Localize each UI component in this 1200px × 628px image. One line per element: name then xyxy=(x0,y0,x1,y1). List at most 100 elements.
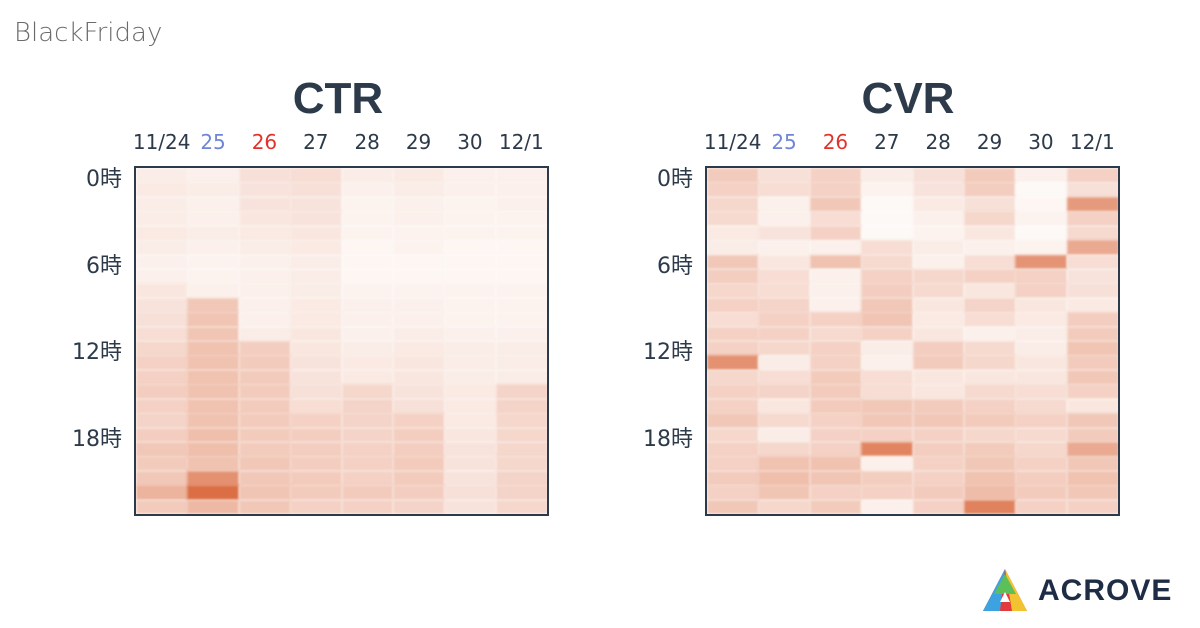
ctr-heatmap-cell xyxy=(187,297,240,313)
ctr-heatmap-cell xyxy=(341,456,394,472)
cvr-heatmap-cell xyxy=(1015,182,1068,198)
ctr-heatmap-cell xyxy=(444,182,497,198)
cvr-chart-title: CVR xyxy=(861,74,955,123)
ctr-heatmap-cell xyxy=(341,182,394,198)
ctr-heatmap-cell xyxy=(187,225,240,241)
cvr-heatmap-cell xyxy=(1015,168,1068,183)
ctr-heatmap-cell xyxy=(238,355,291,371)
ctr-heatmap-cell xyxy=(290,283,342,299)
cvr-heatmap-cell xyxy=(912,441,965,457)
ctr-heatmap-cell xyxy=(187,254,240,270)
cvr-heatmap-cell xyxy=(861,254,913,270)
cvr-heatmap-cell xyxy=(758,268,811,284)
ctr-heatmap-cell xyxy=(187,398,240,414)
cvr-heatmap-cell xyxy=(758,326,811,342)
cvr-heatmap-cell xyxy=(758,499,811,514)
ctr-heatmap-cell xyxy=(392,240,445,255)
ctr-heatmap-cell xyxy=(238,369,291,385)
ctr-heatmap-cell xyxy=(187,196,240,212)
ctr-heatmap-cell xyxy=(136,283,188,299)
ctr-heatmap-cell xyxy=(495,413,547,428)
ctr-heatmap-cell xyxy=(495,456,547,472)
cvr-hour-label: 18時 xyxy=(643,426,693,452)
ctr-hour-label: 12時 xyxy=(72,340,122,366)
ctr-heatmap-cell xyxy=(187,413,240,428)
ctr-heatmap-cell xyxy=(187,485,240,501)
ctr-heatmap-cell xyxy=(495,240,547,255)
cvr-heatmap-cell xyxy=(758,456,811,472)
ctr-day-label: 30 xyxy=(457,130,483,154)
cvr-heatmap-cell xyxy=(1066,254,1118,270)
ctr-heatmap-cell xyxy=(495,312,547,328)
cvr-heatmap-cell xyxy=(707,427,759,443)
ctr-heatmap-cell xyxy=(444,211,497,227)
cvr-heatmap-cell xyxy=(963,456,1016,472)
ctr-heatmap-cell xyxy=(238,499,291,514)
ctr-heatmap-cell xyxy=(341,240,394,255)
cvr-day-label: 29 xyxy=(976,130,1003,154)
ctr-heatmap-cell xyxy=(290,384,342,400)
ctr-heatmap-cell xyxy=(392,485,445,501)
cvr-heatmap-cell xyxy=(758,384,811,400)
ctr-heatmap-cell xyxy=(136,355,188,371)
ctr-heatmap-cell xyxy=(392,283,445,299)
cvr-heatmap-cell xyxy=(758,196,811,212)
ctr-heatmap-cell xyxy=(187,211,240,227)
cvr-heatmap-cell xyxy=(758,355,811,371)
ctr-heatmap-cell xyxy=(187,182,240,198)
cvr-heatmap-cell xyxy=(861,268,913,284)
cvr-heatmap-cell xyxy=(963,168,1016,183)
cvr-heatmap-cell xyxy=(1066,470,1118,486)
ctr-day-label: 12/1 xyxy=(498,130,544,154)
ctr-heatmap-cell xyxy=(238,441,291,457)
cvr-heatmap-cell xyxy=(912,182,965,198)
cvr-heatmap-cell xyxy=(963,341,1016,356)
cvr-heatmap-cell xyxy=(1066,499,1118,514)
cvr-heatmap-cell xyxy=(963,384,1016,400)
cvr-heatmap-cell xyxy=(861,470,913,486)
ctr-heatmap-cell xyxy=(495,211,547,227)
ctr-heatmap-grid xyxy=(134,166,549,516)
ctr-heatmap-cell xyxy=(136,312,188,328)
cvr-heatmap-cell xyxy=(1015,240,1068,255)
cvr-heatmap-cell xyxy=(963,297,1016,313)
ctr-heatmap-cell xyxy=(392,326,445,342)
ctr-heatmap-cell xyxy=(392,182,445,198)
cvr-heatmap-cell xyxy=(758,240,811,255)
ctr-heatmap-cell xyxy=(136,499,188,514)
ctr-heatmap-cell xyxy=(392,254,445,270)
ctr-heatmap-cell xyxy=(341,341,394,356)
ctr-heatmap-cell xyxy=(187,268,240,284)
cvr-heatmap-cell xyxy=(1066,240,1118,255)
cvr-heatmap-cell xyxy=(912,341,965,356)
cvr-hour-label: 0時 xyxy=(657,167,693,193)
ctr-heatmap-cell xyxy=(444,398,497,414)
ctr-heatmap-cell xyxy=(238,211,291,227)
cvr-heatmap-cell xyxy=(1015,470,1068,486)
ctr-heatmap-cell xyxy=(187,168,240,183)
cvr-heatmap-cell xyxy=(912,369,965,385)
cvr-heatmap-cell xyxy=(912,225,965,241)
ctr-heatmap-cell xyxy=(136,254,188,270)
ctr-heatmap-cell xyxy=(444,268,497,284)
cvr-heatmap-cell xyxy=(707,384,759,400)
cvr-heatmap-cell xyxy=(1066,384,1118,400)
ctr-heatmap-cell xyxy=(290,240,342,255)
ctr-heatmap-cell xyxy=(187,384,240,400)
cvr-heatmap-cell xyxy=(861,240,913,255)
cvr-heatmap-cell xyxy=(809,499,862,514)
cvr-heatmap-cell xyxy=(963,240,1016,255)
ctr-heatmap-cell xyxy=(444,254,497,270)
cvr-heatmap-cell xyxy=(861,196,913,212)
cvr-heatmap-cell xyxy=(861,355,913,371)
ctr-heatmap-cell xyxy=(341,413,394,428)
cvr-heatmap-cell xyxy=(809,225,862,241)
ctr-heatmap-cell xyxy=(341,398,394,414)
cvr-heatmap-cell xyxy=(809,168,862,183)
ctr-heatmap-cell xyxy=(341,499,394,514)
ctr-heatmap-cell xyxy=(392,168,445,183)
cvr-heatmap-cell xyxy=(1015,196,1068,212)
cvr-heatmap-cell xyxy=(758,485,811,501)
ctr-heatmap-cell xyxy=(136,398,188,414)
cvr-heatmap-cell xyxy=(707,456,759,472)
